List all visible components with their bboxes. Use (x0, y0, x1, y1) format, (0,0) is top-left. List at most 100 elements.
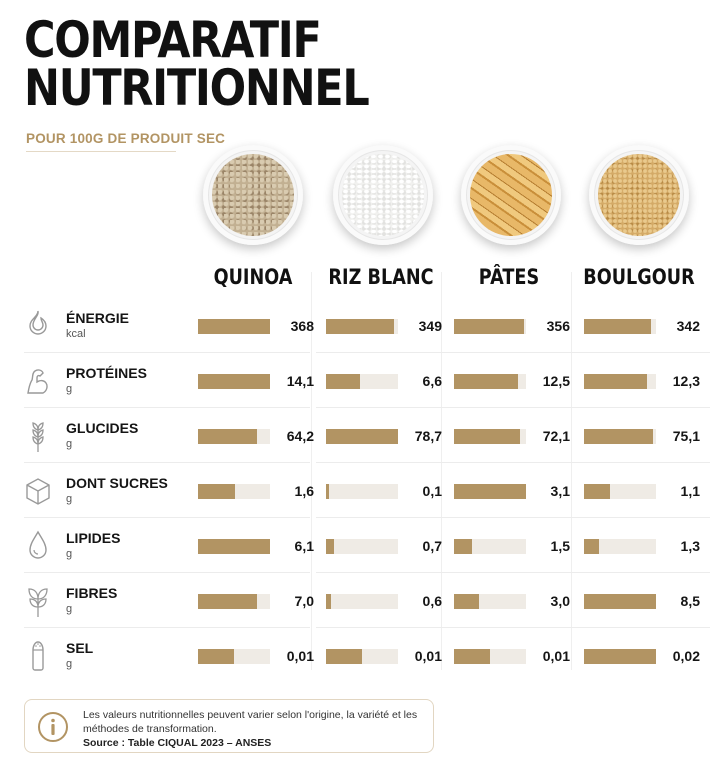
pasta-image (461, 145, 561, 245)
bar-fill (454, 374, 518, 389)
bar-value-label: 0,01 (414, 648, 442, 664)
bar-value-label: 0,01 (286, 648, 314, 664)
title-line-2: NUTRITIONNEL (24, 59, 370, 117)
bar-track (198, 374, 270, 389)
bar-track (198, 594, 270, 609)
bar-track (198, 429, 270, 444)
row-label: PROTÉINES (66, 365, 147, 381)
bar-fill (198, 429, 257, 444)
bar-fill (454, 484, 526, 499)
column-header: BOULGOUR (583, 265, 695, 289)
bar-track (326, 649, 398, 664)
row-separator (316, 462, 710, 463)
bar-track (326, 374, 398, 389)
bar-track (454, 484, 526, 499)
bulgur-image (589, 145, 689, 245)
bar-value-label: 6,1 (294, 538, 314, 554)
row-label: DONT SUCRES (66, 475, 168, 491)
bar-fill (198, 484, 235, 499)
column-header: RIZ BLANC (328, 265, 434, 289)
bar-fill (584, 374, 647, 389)
bar-track (584, 374, 656, 389)
bar-fill (454, 319, 524, 334)
column-separator (441, 272, 442, 670)
bar-value-label: 6,6 (422, 373, 442, 389)
muscle-icon (27, 369, 48, 394)
note-source: Source : Table CIQUAL 2023 – ANSES (83, 737, 272, 749)
subtitle-rule (26, 151, 176, 152)
bar-value-label: 1,1 (680, 483, 700, 499)
note-text: Les valeurs nutritionnelles peuvent vari… (83, 709, 418, 735)
bar-fill (454, 429, 520, 444)
column-header: PÂTES (478, 265, 540, 289)
bar-value-label: 1,3 (680, 538, 700, 554)
column-header: QUINOA (213, 265, 293, 289)
bar-track (454, 594, 526, 609)
bar-track (326, 484, 398, 499)
info-note: Les valeurs nutritionnelles peuvent vari… (24, 699, 434, 753)
row-separator (24, 462, 310, 463)
row-separator (24, 517, 310, 518)
row-separator (316, 572, 710, 573)
bar-fill (584, 649, 656, 664)
bar-fill (198, 594, 257, 609)
bar-track (584, 649, 656, 664)
bar-track (326, 539, 398, 554)
quinoa-image (203, 145, 303, 245)
bar-value-label: 7,0 (294, 593, 314, 609)
bar-value-label: 72,1 (542, 428, 570, 444)
bar-value-label: 0,7 (422, 538, 442, 554)
bar-value-label: 14,1 (286, 373, 314, 389)
white-rice-image (333, 145, 433, 245)
bar-fill (198, 374, 270, 389)
row-separator (24, 572, 310, 573)
row-separator (24, 407, 310, 408)
bar-track (584, 484, 656, 499)
bar-track (326, 594, 398, 609)
row-unit: g (66, 658, 73, 670)
row-label: SEL (66, 640, 94, 656)
bar-value-label: 1,5 (550, 538, 570, 554)
bar-fill (584, 484, 610, 499)
info-icon (38, 712, 68, 742)
bar-value-label: 12,5 (542, 373, 570, 389)
bar-value-label: 12,3 (672, 373, 700, 389)
row-label: FIBRES (66, 585, 118, 601)
title-line-1: COMPARATIF (24, 11, 322, 69)
row-label: LIPIDES (66, 530, 121, 546)
bar-fill (584, 539, 599, 554)
bar-fill (326, 319, 394, 334)
row-unit: g (66, 383, 73, 395)
bar-value-label: 0,1 (422, 483, 442, 499)
bar-fill (326, 649, 362, 664)
page-title: COMPARATIF NUTRITIONNEL (24, 11, 370, 117)
bar-track (454, 374, 526, 389)
bar-value-label: 3,0 (550, 593, 570, 609)
salt-shaker-icon (32, 641, 44, 671)
bar-fill (198, 319, 270, 334)
bar-value-label: 349 (418, 318, 442, 334)
drop-icon (29, 530, 47, 559)
leaf-icon (28, 588, 48, 617)
row-separator (24, 352, 310, 353)
bar-track (584, 539, 656, 554)
bar-track (584, 429, 656, 444)
bar-track (198, 484, 270, 499)
row-label: GLUCIDES (66, 420, 139, 436)
bar-track (584, 319, 656, 334)
column-separator (571, 272, 572, 670)
bar-fill (198, 539, 270, 554)
bar-value-label: 75,1 (672, 428, 700, 444)
bar-value-label: 64,2 (286, 428, 314, 444)
bar-fill (454, 539, 472, 554)
row-unit: g (66, 603, 73, 615)
bar-fill (326, 539, 334, 554)
column-separator (311, 272, 312, 670)
bar-value-label: 356 (546, 318, 570, 334)
flame-icon (29, 310, 47, 335)
bar-value-label: 368 (290, 318, 314, 334)
row-unit: g (66, 438, 73, 450)
bar-value-label: 0,01 (542, 648, 570, 664)
bar-value-label: 3,1 (550, 483, 570, 499)
bar-value-label: 0,02 (672, 648, 700, 664)
